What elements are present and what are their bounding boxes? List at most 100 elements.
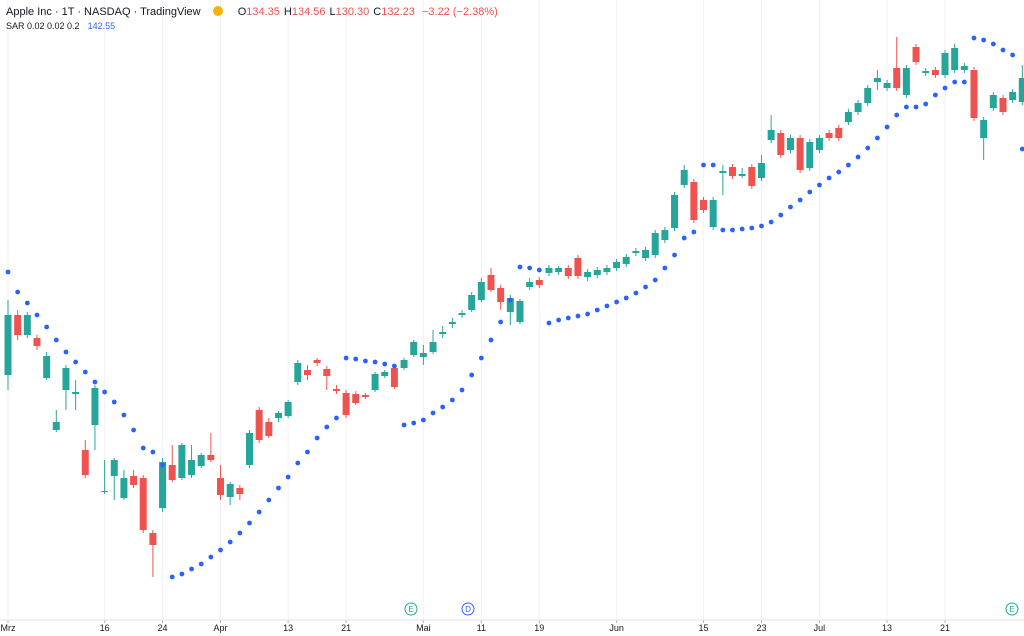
candle-body <box>738 174 746 176</box>
event-badge <box>461 602 475 616</box>
sar-dot <box>990 41 996 47</box>
candle-body <box>989 95 997 108</box>
candle-body <box>555 268 563 272</box>
indicator-value: 142.55 <box>87 21 116 31</box>
ohlc: O134.35 H134.56 L130.30 C132.23 <box>234 6 415 18</box>
candle-body <box>777 133 785 155</box>
candle-body <box>352 394 360 403</box>
sar-dot <box>546 320 552 326</box>
sar-dot <box>179 571 185 577</box>
sar-dot <box>227 539 233 545</box>
event-marker: E <box>404 602 418 616</box>
candle-body <box>941 53 949 75</box>
sar-dot <box>903 104 909 110</box>
sar-dot <box>285 474 291 480</box>
sar-dot <box>24 300 30 306</box>
sar-dot <box>295 460 301 466</box>
candle-body <box>854 103 862 112</box>
sar-dot <box>353 356 359 362</box>
ohlc-key: C <box>373 6 382 18</box>
candle-body <box>101 491 109 492</box>
sar-dot <box>759 223 764 229</box>
sar-dot <box>585 311 590 317</box>
candle-body <box>864 88 872 103</box>
candle-body <box>497 288 505 302</box>
candle-body <box>4 315 12 375</box>
candle-body <box>207 455 215 460</box>
sar-dot <box>53 337 59 343</box>
candle-body <box>410 342 418 355</box>
candle-body <box>439 332 447 334</box>
candle-body <box>294 363 302 382</box>
candle-body <box>613 262 621 268</box>
candle-body <box>545 268 553 273</box>
sar-dot <box>517 264 523 270</box>
sar-dot <box>111 399 117 405</box>
sar-dot <box>875 135 880 141</box>
candle-body <box>844 112 852 122</box>
sar-dot <box>691 229 697 235</box>
sar-dot <box>92 379 98 385</box>
legend-row: Apple Inc · 1T · NASDAQ · TradingView O1… <box>6 6 498 18</box>
candle-body <box>149 533 157 545</box>
candle-body <box>390 368 398 387</box>
candle-body <box>33 338 41 346</box>
candle-body <box>139 478 147 530</box>
sar-dot <box>334 415 339 421</box>
candle-body <box>468 295 476 310</box>
candle-body <box>574 258 582 276</box>
candle-body <box>709 200 717 227</box>
candle-body <box>62 368 70 390</box>
x-tick-label: 19 <box>534 623 544 633</box>
x-tick-label: 11 <box>477 623 486 633</box>
sar-dot <box>730 227 735 233</box>
candle-body <box>255 410 263 440</box>
candle-body <box>825 133 833 138</box>
sar-dot <box>102 389 107 395</box>
x-tick-label: Mrz <box>1 623 16 633</box>
candle-body <box>110 460 118 476</box>
candle-body <box>564 268 572 276</box>
candle-body <box>931 70 939 75</box>
candle-body <box>835 128 843 138</box>
sar-dot <box>961 79 967 85</box>
candle-body <box>487 275 495 290</box>
sar-dot <box>430 410 436 416</box>
sar-dot <box>739 226 745 232</box>
ohlc-key: H <box>283 6 292 18</box>
sar-dot <box>710 162 716 168</box>
ohlc-value: 134.56 <box>291 6 326 18</box>
sar-dot <box>266 497 272 503</box>
sar-dot <box>565 315 571 321</box>
candle-body <box>1018 78 1024 102</box>
sar-dot <box>324 424 330 430</box>
candle-body <box>516 301 524 322</box>
ohlc-value: 130.30 <box>335 6 370 18</box>
candle-body <box>477 282 485 300</box>
candle-body <box>873 78 881 82</box>
sar-dot <box>623 295 629 301</box>
sar-dot <box>797 197 803 203</box>
ohlc-key: O <box>237 6 247 18</box>
candle-body <box>883 83 891 88</box>
sar-dot <box>314 435 320 441</box>
sar-dot <box>343 355 349 361</box>
sar-dot <box>160 462 165 468</box>
x-tick-label: 16 <box>100 623 110 633</box>
sar-dot <box>34 312 40 318</box>
x-tick-label: Jun <box>609 623 624 633</box>
candle-body <box>81 450 89 475</box>
sar-dot <box>82 369 88 375</box>
sar-dot <box>662 265 668 271</box>
x-tick-label: 15 <box>699 623 709 633</box>
candle-body <box>72 392 80 394</box>
candle-body <box>43 356 51 378</box>
candle-body <box>584 272 592 277</box>
candle-body <box>912 47 920 62</box>
sar-dot <box>1000 47 1006 53</box>
sar-dot <box>5 269 11 275</box>
event-label: E <box>408 605 413 614</box>
sar-dot <box>247 520 252 526</box>
